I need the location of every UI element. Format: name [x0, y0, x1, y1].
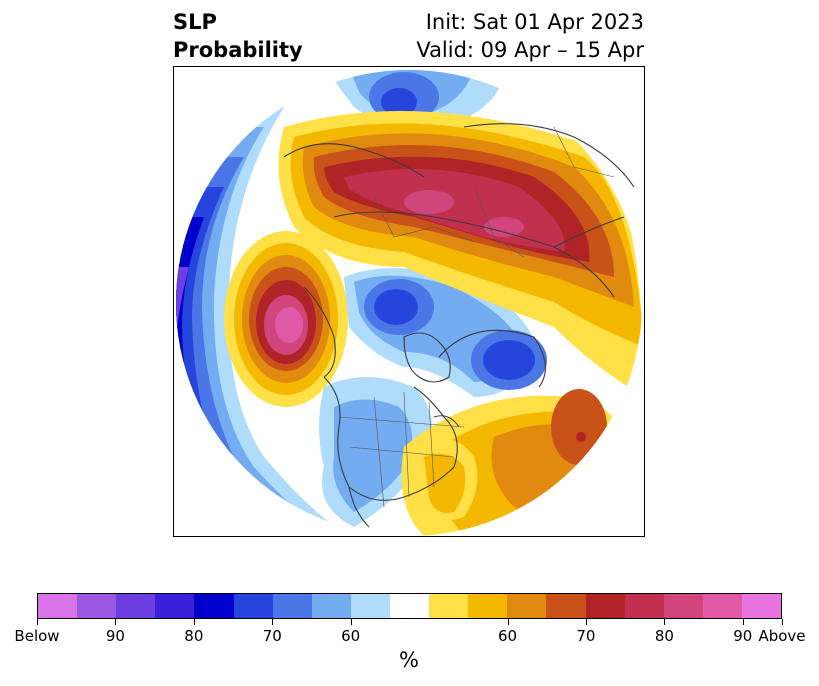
colorbar-tick: [585, 619, 587, 625]
colorbar-cell: [507, 594, 547, 618]
colorbar-cell: [116, 594, 156, 618]
colorbar-cell: [389, 594, 430, 618]
coastlines: [283, 123, 635, 528]
colorbar-tick-label: 60: [497, 627, 518, 645]
colorbar-tick: [507, 619, 509, 625]
colorbar-cell: [38, 594, 78, 618]
colorbar-cell: [741, 594, 782, 618]
title-left: SLP Probability: [173, 8, 303, 64]
colorbar-cell: [311, 594, 351, 618]
colorbar-cell: [194, 594, 234, 618]
borders: [338, 126, 615, 508]
colorbar-tick-label: 90: [733, 627, 753, 645]
colorbar-cell: [468, 594, 508, 618]
colorbar-tick: [115, 619, 117, 625]
colorbar-tick-label: Below: [14, 627, 60, 645]
map-canvas: [176, 70, 642, 536]
colorbar-tick-label: 80: [184, 627, 204, 645]
colorbar-tick: [193, 619, 195, 625]
colorbar-tick-label: 80: [654, 627, 674, 645]
colorbar-tick-label: 70: [576, 627, 596, 645]
init-date: Init: Sat 01 Apr 2023: [425, 10, 644, 34]
colorbar-tick: [37, 619, 38, 625]
colorbar-cell: [429, 594, 469, 618]
colorbar-tick-label: 60: [341, 627, 361, 645]
colorbar-cell: [624, 594, 664, 618]
colorbar-cell: [155, 594, 195, 618]
metric-title: Probability: [173, 38, 303, 62]
variable-title: SLP: [173, 10, 217, 34]
colorbar-tick-label: 70: [262, 627, 282, 645]
colorbar-cell: [585, 594, 625, 618]
colorbar-tick: [782, 619, 783, 625]
colorbar-tick: [350, 619, 352, 625]
colorbar-cell: [233, 594, 273, 618]
colorbar-tick: [272, 619, 274, 625]
colorbar-cell: [272, 594, 312, 618]
colorbar-tick-label: Above: [758, 627, 806, 645]
colorbar-tick-label: 90: [105, 627, 125, 645]
colorbar-tick: [742, 619, 744, 625]
colorbar-cell: [546, 594, 586, 618]
colorbar-cell: [77, 594, 117, 618]
colorbar-cell: [663, 594, 703, 618]
polar-map: [173, 66, 645, 537]
colorbar-unit: %: [399, 648, 419, 672]
colorbar-cell: [702, 594, 742, 618]
valid-range: Valid: 09 Apr – 15 Apr: [416, 38, 644, 62]
colorbar-cell: [350, 594, 390, 618]
colorbar-tick: [664, 619, 666, 625]
title-right: Init: Sat 01 Apr 2023 Valid: 09 Apr – 15…: [416, 8, 644, 64]
colorbar: [37, 593, 782, 619]
